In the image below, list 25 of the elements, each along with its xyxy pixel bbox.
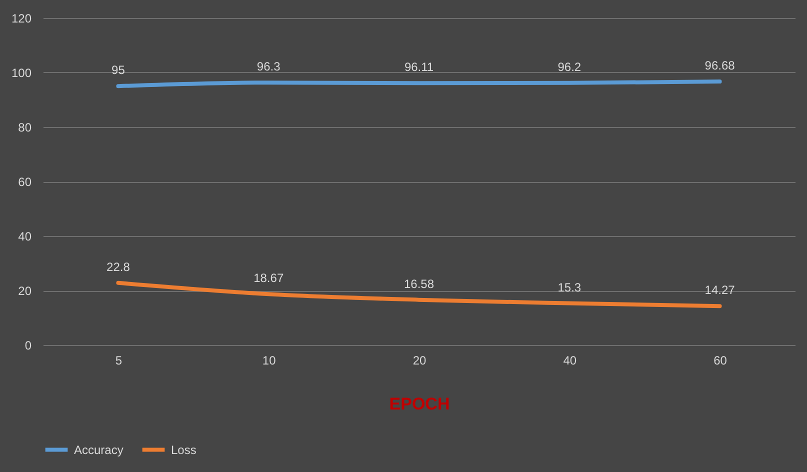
x-tick-label: 40: [563, 354, 577, 368]
y-tick-label: 100: [11, 66, 32, 80]
data-label: 96.3: [256, 60, 281, 74]
legend-label: Loss: [171, 442, 196, 457]
x-tick-label: 60: [714, 354, 728, 368]
y-tick-label: 0: [24, 338, 32, 352]
data-label: 22.8: [106, 260, 130, 274]
y-tick-label: 60: [18, 175, 32, 189]
y-tick-label: 120: [11, 12, 32, 26]
x-tick-label: 5: [115, 354, 122, 368]
x-tick-label: 10: [262, 354, 276, 368]
y-tick-label: 20: [18, 284, 32, 298]
legend-label: Accuracy: [74, 442, 124, 457]
data-label: 96.11: [404, 60, 434, 74]
data-label: 16.58: [404, 276, 434, 291]
x-axis-title: EPOCH: [389, 394, 450, 414]
data-label: 15.3: [558, 280, 582, 294]
y-tick-label: 40: [18, 230, 32, 244]
data-label: 14.27: [704, 283, 736, 298]
data-label: 96.2: [558, 60, 582, 74]
data-label: 18.67: [254, 271, 284, 286]
x-tick-label: 20: [412, 354, 426, 368]
y-tick-label: 80: [18, 120, 32, 134]
data-label: 96.68: [704, 58, 736, 73]
data-label: 95: [112, 63, 126, 78]
